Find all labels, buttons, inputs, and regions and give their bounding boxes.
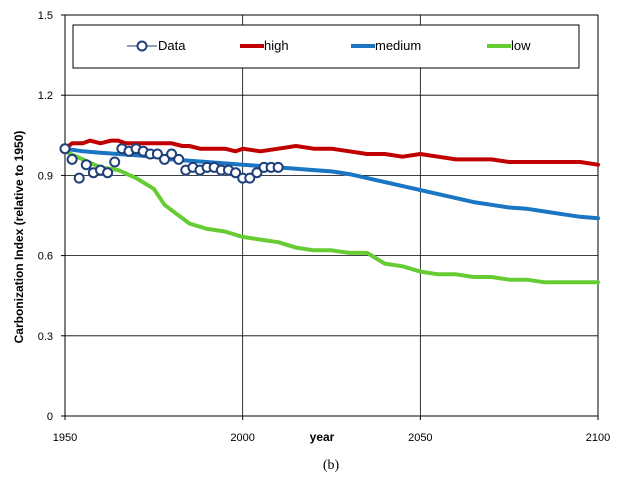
data-point (272, 161, 284, 173)
data-point (230, 167, 242, 179)
x-tick-label: 2000 (230, 432, 254, 444)
x-tick-label: 2050 (408, 432, 432, 444)
y-tick-label: 0.9 (38, 170, 53, 182)
data-point (73, 172, 85, 184)
grid-lines (64, 14, 599, 417)
x-tick-label: 1950 (53, 432, 77, 444)
data-point (244, 172, 256, 184)
legend-label-low: low (511, 38, 531, 53)
data-point (66, 153, 78, 165)
y-tick-label: 0.6 (38, 251, 53, 263)
y-tick-label: 1.2 (38, 90, 53, 102)
legend: Data high medium low (72, 24, 580, 69)
legend-item-medium: medium (351, 38, 421, 53)
legend-item-high: high (240, 38, 289, 53)
y-tick-label: 0.3 (38, 331, 53, 343)
plot-area-frame (64, 14, 599, 417)
series-line-high (63, 138, 600, 167)
figure-caption: (b) (323, 458, 340, 473)
data-point (166, 148, 178, 160)
y-tick-label: 1.5 (38, 10, 53, 22)
data-point (102, 167, 114, 179)
data-point (109, 156, 121, 168)
legend-label-data: Data (158, 38, 186, 53)
x-tick-label: 2100 (586, 432, 610, 444)
axis-ticks: 0 0.3 0.6 0.9 1.2 1.5 1950 2000 2050 2100 (38, 10, 611, 444)
series-line-low (63, 149, 600, 285)
series-layer (59, 138, 600, 285)
y-tick-label: 0 (47, 411, 53, 423)
data-point (59, 143, 71, 155)
legend-label-high: high (264, 38, 289, 53)
data-point (173, 153, 185, 165)
data-point (251, 167, 263, 179)
legend-label-medium: medium (375, 38, 421, 53)
y-axis-label: Carbonization Index (relative to 1950) (12, 131, 26, 344)
data-point (80, 159, 92, 171)
legend-item-low: low (487, 38, 531, 53)
legend-swatch-data-marker (136, 40, 148, 52)
data-point (151, 148, 163, 160)
data-point (159, 153, 170, 165)
legend-item-data: Data (127, 38, 186, 53)
series-points-data (59, 143, 284, 184)
x-axis-label: year (310, 430, 335, 444)
